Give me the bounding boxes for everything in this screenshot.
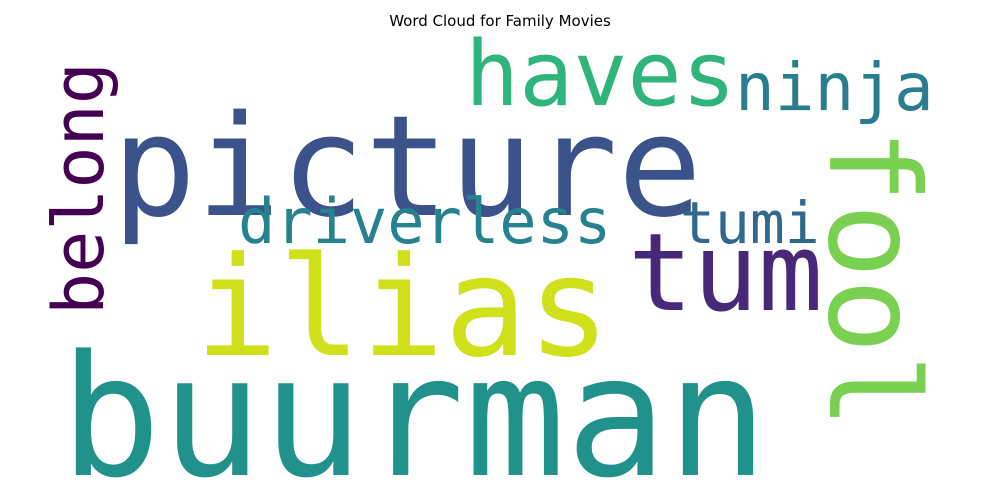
word-picture: picture <box>112 86 702 249</box>
word-ilias: ilias <box>195 227 610 388</box>
word-tumi: tumi <box>680 189 820 257</box>
word-belong: belong <box>38 62 120 315</box>
word-haves: haves <box>465 22 736 127</box>
word-tum: tum <box>628 211 823 336</box>
chart-title: Word Cloud for Family Movies <box>389 12 611 30</box>
word-ninja: ninja <box>735 49 934 126</box>
word-fool: fool <box>800 128 945 429</box>
word-buurman: buurman <box>60 319 768 500</box>
word-driverless: driverless <box>238 185 611 258</box>
